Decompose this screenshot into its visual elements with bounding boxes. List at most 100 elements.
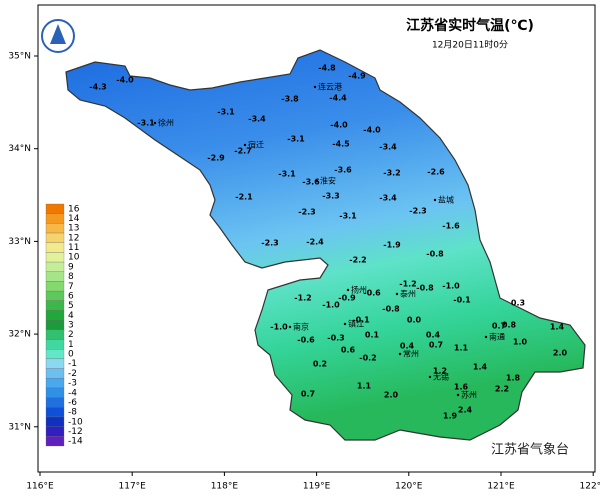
legend-label: -2 [68, 369, 77, 379]
temperature: 0.4 [400, 342, 415, 351]
temperature: -3.2 [383, 169, 401, 178]
legend-swatch [45, 223, 65, 234]
legend-swatch [45, 378, 65, 389]
temperature: 0.3 [511, 299, 525, 308]
temperature: 1.2 [433, 367, 447, 376]
temperature: -2.1 [235, 193, 253, 202]
legend-label: 0 [68, 350, 74, 360]
legend-swatch [45, 203, 65, 214]
temperature: -2.4 [306, 238, 324, 247]
temperature: -2.3 [261, 239, 279, 248]
temperature: -0.3 [327, 334, 345, 343]
legend-label: -4 [68, 388, 77, 398]
temperature: -4.0 [330, 121, 348, 130]
temperature: 0.7 [301, 390, 315, 399]
legend-label: 16 [68, 204, 80, 214]
temperature: -3.1 [278, 170, 296, 179]
temperature: 1.8 [506, 374, 521, 383]
city-name: 徐州 [158, 118, 174, 128]
city-dot [315, 179, 319, 183]
legend-label: 3 [68, 321, 74, 331]
lon-label: 122°E [580, 482, 600, 492]
temperature: -0.9 [338, 294, 356, 303]
temperature: -4.9 [348, 72, 366, 81]
temperature: -4.0 [363, 126, 381, 135]
city-name: 泰州 [400, 289, 416, 299]
temperature: -1.0 [270, 323, 288, 332]
temperature: 1.4 [473, 363, 488, 372]
city-dot [395, 292, 399, 296]
subtitle: 12月20日11时0分 [432, 39, 508, 51]
temperature: -4.5 [332, 140, 350, 149]
city-name: 南京 [293, 322, 309, 332]
legend-label: 9 [68, 262, 74, 272]
city-name: 镇江 [348, 319, 364, 329]
temperature: 2.4 [458, 406, 473, 415]
legend-label: -14 [68, 437, 83, 447]
temperature: -2.2 [349, 256, 367, 265]
temperature: -4.0 [116, 76, 134, 85]
temperature: -2.7 [234, 147, 252, 156]
legend-label: -8 [68, 408, 77, 418]
legend-swatch [45, 281, 65, 292]
lon-label: 116°E [26, 482, 54, 492]
legend-label: -10 [68, 417, 83, 427]
legend-label: 14 [68, 214, 80, 224]
lon-label: 117°E [119, 482, 147, 492]
temperature: -4.8 [318, 64, 336, 73]
temperature: 0.1 [365, 331, 380, 340]
lon-label: 119°E [303, 482, 331, 492]
temperature: -2.3 [409, 207, 427, 216]
title: 江苏省实时气温(℃) [406, 17, 534, 34]
city-dot [243, 143, 247, 147]
temperature: 0.8 [502, 321, 517, 330]
legend-swatch [45, 426, 65, 437]
layer: 35°N 34°N 33°N 32°N 31°N 116°E 117°E 118°E 119°E… [8, 52, 600, 492]
legend-label: 11 [68, 243, 79, 253]
city-name: 无锡 [433, 373, 449, 382]
legend-swatch [45, 368, 65, 379]
temperature: -3.6 [334, 166, 352, 175]
temperature: 0.0 [407, 316, 422, 325]
temperature: -3.4 [379, 143, 397, 152]
city-dot [398, 352, 402, 356]
temperature: -4.4 [329, 94, 347, 103]
legend-swatch [45, 300, 65, 311]
lon-label: 120°E [395, 482, 423, 492]
temperature: 1.6 [454, 383, 469, 392]
legend-swatch [45, 339, 65, 350]
temperature: -3.1 [137, 119, 155, 128]
temperature: -3.1 [339, 212, 357, 221]
city-dot [433, 198, 437, 202]
temperature: -0.1 [352, 316, 370, 325]
temperature: -1.2 [294, 294, 312, 303]
city-dot [153, 121, 157, 125]
legend-swatch [45, 320, 65, 330]
legend-label: 5 [68, 301, 74, 311]
lon-label: 121°E [487, 482, 515, 492]
temperature: -1.9 [383, 241, 401, 250]
temperature: 2.0 [384, 391, 399, 400]
temperature: -2.6 [427, 168, 445, 177]
city-name: 连云港 [318, 82, 342, 92]
temperature: 1.9 [443, 412, 458, 421]
temperature: -3.4 [248, 115, 266, 124]
temperature: 0.7 [492, 322, 506, 331]
temperature: -3.4 [379, 194, 397, 203]
temperature: 1.4 [550, 323, 565, 332]
legend-label: 7 [68, 282, 74, 292]
temperature: 2.0 [553, 349, 568, 358]
legend-swatch [45, 232, 65, 243]
temperature: -0.1 [453, 296, 471, 305]
temperature: -3.6 [302, 178, 320, 187]
legend-label: 8 [68, 272, 74, 282]
legend-swatch [45, 349, 65, 360]
city-name: 常州 [403, 350, 419, 359]
city-name: 苏州 [461, 390, 477, 400]
lat-label: 32°N [8, 330, 31, 340]
legend-label: -3 [68, 379, 77, 389]
temperature: -0.8 [382, 305, 400, 314]
legend-swatch [45, 329, 65, 340]
lat-label: 33°N [8, 237, 31, 247]
